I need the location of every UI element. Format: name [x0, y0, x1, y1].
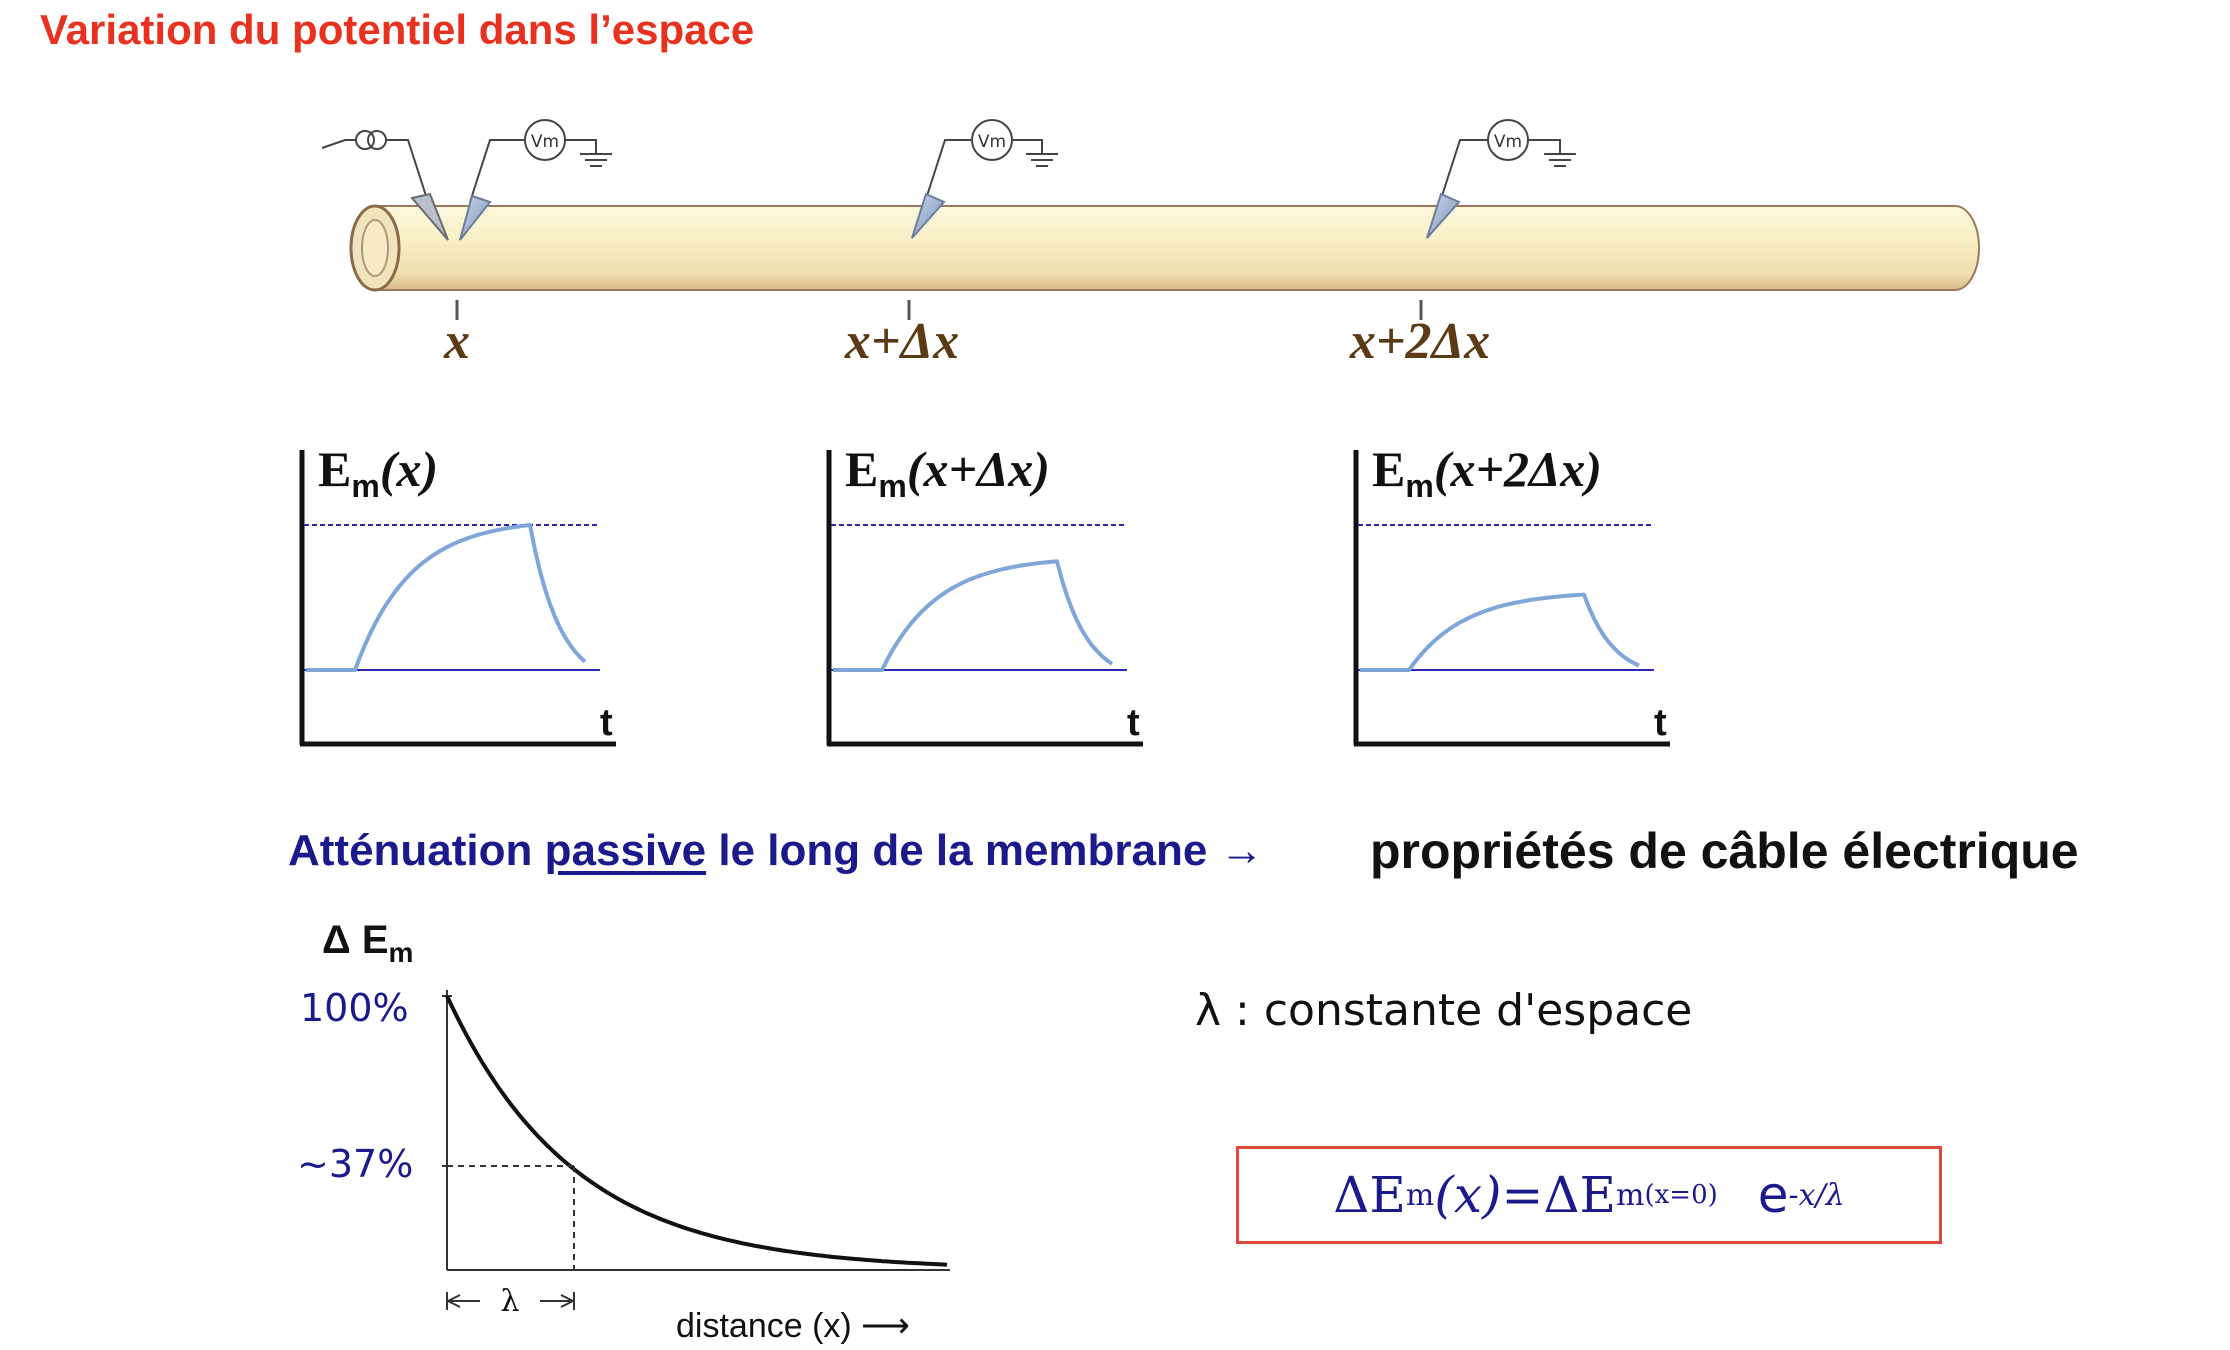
decay-x-label: distance (x) ⟶	[676, 1307, 910, 1345]
svg-text:Vm: Vm	[978, 132, 1006, 152]
potential-curve	[1360, 592, 1640, 672]
potential-curve	[833, 559, 1114, 672]
svg-text:Vm: Vm	[531, 132, 559, 152]
time-axis-label: t	[1654, 702, 1667, 744]
position-label-x: x	[444, 313, 470, 370]
page-title: Variation du potentiel dans l’espace	[40, 6, 755, 53]
position-label-x-plus-2dx: x+2Δx	[1349, 313, 1491, 370]
tick-37-percent: ~37%	[297, 1142, 414, 1186]
axon-diagram: Vm Vm Vm	[321, 119, 1980, 320]
tick-100-percent: 100%	[300, 986, 409, 1030]
decay-chart: λ	[442, 990, 950, 1319]
voltmeter-electrode: Vm	[459, 119, 612, 241]
plot-title: Em(x)	[318, 441, 439, 504]
membrane-potential-plot	[1353, 450, 1670, 747]
potential-curve	[306, 523, 587, 672]
passive-word: passive	[544, 826, 707, 875]
svg-text:Vm: Vm	[1494, 132, 1522, 152]
lambda-definition: λ : constante d'espace	[1195, 985, 1693, 1036]
decay-y-label: Δ Em	[322, 918, 414, 968]
lambda-marker: λ	[500, 1284, 519, 1319]
attenuation-text: Atténuation passive le long de la membra…	[288, 826, 1264, 875]
cable-properties-text: propriétés de câble électrique	[1370, 823, 2079, 879]
time-axis-label: t	[600, 702, 613, 744]
voltmeter-electrode: Vm	[1426, 119, 1576, 239]
membrane-potential-plot	[826, 450, 1143, 747]
current-electrode	[321, 130, 449, 241]
voltmeter-electrode: Vm	[911, 119, 1058, 239]
time-axis-label: t	[1127, 702, 1140, 744]
plot-title: Em(x+Δx)	[845, 441, 1050, 504]
plot-title: Em(x+2Δx)	[1372, 441, 1602, 504]
cable-equation-box: ΔE m (x) = ΔE m (x=0) e -x/λ	[1236, 1146, 1942, 1244]
decay-curve	[445, 995, 948, 1267]
axon-cylinder	[374, 205, 1980, 291]
membrane-potential-plot	[299, 450, 616, 747]
position-label-x-plus-dx: x+Δx	[844, 313, 960, 370]
